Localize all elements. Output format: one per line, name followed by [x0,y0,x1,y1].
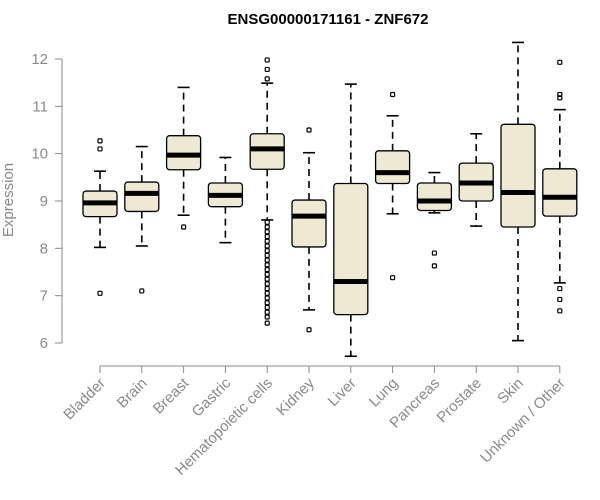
box-iqr [542,168,578,217]
outlier-point [97,290,103,296]
box-group [124,145,160,294]
box-group [82,138,118,296]
box-group [207,156,244,244]
outlier-point [306,127,312,133]
outlier-point [557,59,563,65]
chart-title: ENSG00000171161 - ZNF672 [228,11,429,28]
outlier-point [306,327,312,333]
box-iqr [416,182,453,212]
outlier-point [390,91,396,98]
outlier-point [264,276,270,282]
x-tick-label: Liver [325,375,360,410]
x-tick-label: Bladder [60,375,109,424]
outlier-point [264,309,270,315]
box-iqr [500,123,536,228]
box-iqr [374,150,411,185]
outlier-point [557,296,563,303]
outlier-point [264,66,270,73]
y-tick-label: 12 [31,51,48,68]
outlier-point [264,262,270,268]
box-group [291,127,327,333]
x-tick-label: Kidney [273,374,318,419]
box-group [165,86,202,230]
box-iqr [333,182,369,316]
outlier-point [264,238,270,244]
outlier-point [264,257,270,263]
outlier-point [264,57,270,63]
outlier-point [181,224,187,230]
outlier-point [264,304,270,311]
x-tick-label: Lung [366,375,402,411]
box-iqr [249,133,285,170]
box-group [333,83,369,358]
y-axis: 6 7 8 9 10 11 12 [31,51,63,352]
outlier-point [264,320,270,326]
x-tick-label: Skin [494,375,527,408]
outlier-point [139,288,145,294]
y-tick-label: 7 [40,288,48,305]
outlier-point [264,295,270,301]
outlier-point [557,285,563,292]
outlier-point [264,267,270,273]
y-tick-label: 10 [31,146,48,163]
x-tick-label: Prostate [433,375,485,427]
outlier-point [264,233,270,240]
outlier-point [264,252,270,259]
box-group [542,59,578,314]
outlier-point [264,300,270,306]
y-tick-label: 9 [40,193,48,210]
boxes [82,41,578,358]
outlier-point [264,229,270,235]
outlier-point [431,263,437,269]
outlier-point [264,224,270,230]
box-group [416,171,453,269]
box-iqr [124,181,160,213]
box-group [500,41,536,342]
outlier-point [557,95,563,101]
box-group [249,57,285,326]
outlier-point [264,271,270,277]
x-tick-label: Breast [150,374,193,417]
y-tick-label: 11 [32,98,48,115]
outlier-point [264,248,270,254]
x-tick-label: Brain [114,375,151,412]
y-tick-label: 6 [40,335,48,352]
outlier-point [431,250,437,256]
outlier-point [264,314,270,320]
outlier-point [390,275,396,281]
outlier-point [264,285,270,292]
outlier-point [264,243,270,249]
box-iqr [291,199,327,248]
outlier-point [97,138,103,144]
y-tick-label: 8 [40,240,48,257]
box-group [458,132,494,227]
outlier-point [557,308,563,314]
outlier-point [97,146,103,152]
outlier-point [264,290,270,296]
y-axis-label: Expression [0,163,17,237]
box-group [374,91,411,281]
outlier-point [264,76,270,82]
outlier-point [264,281,270,287]
outlier-point [264,219,270,225]
outlier-point [557,91,563,98]
